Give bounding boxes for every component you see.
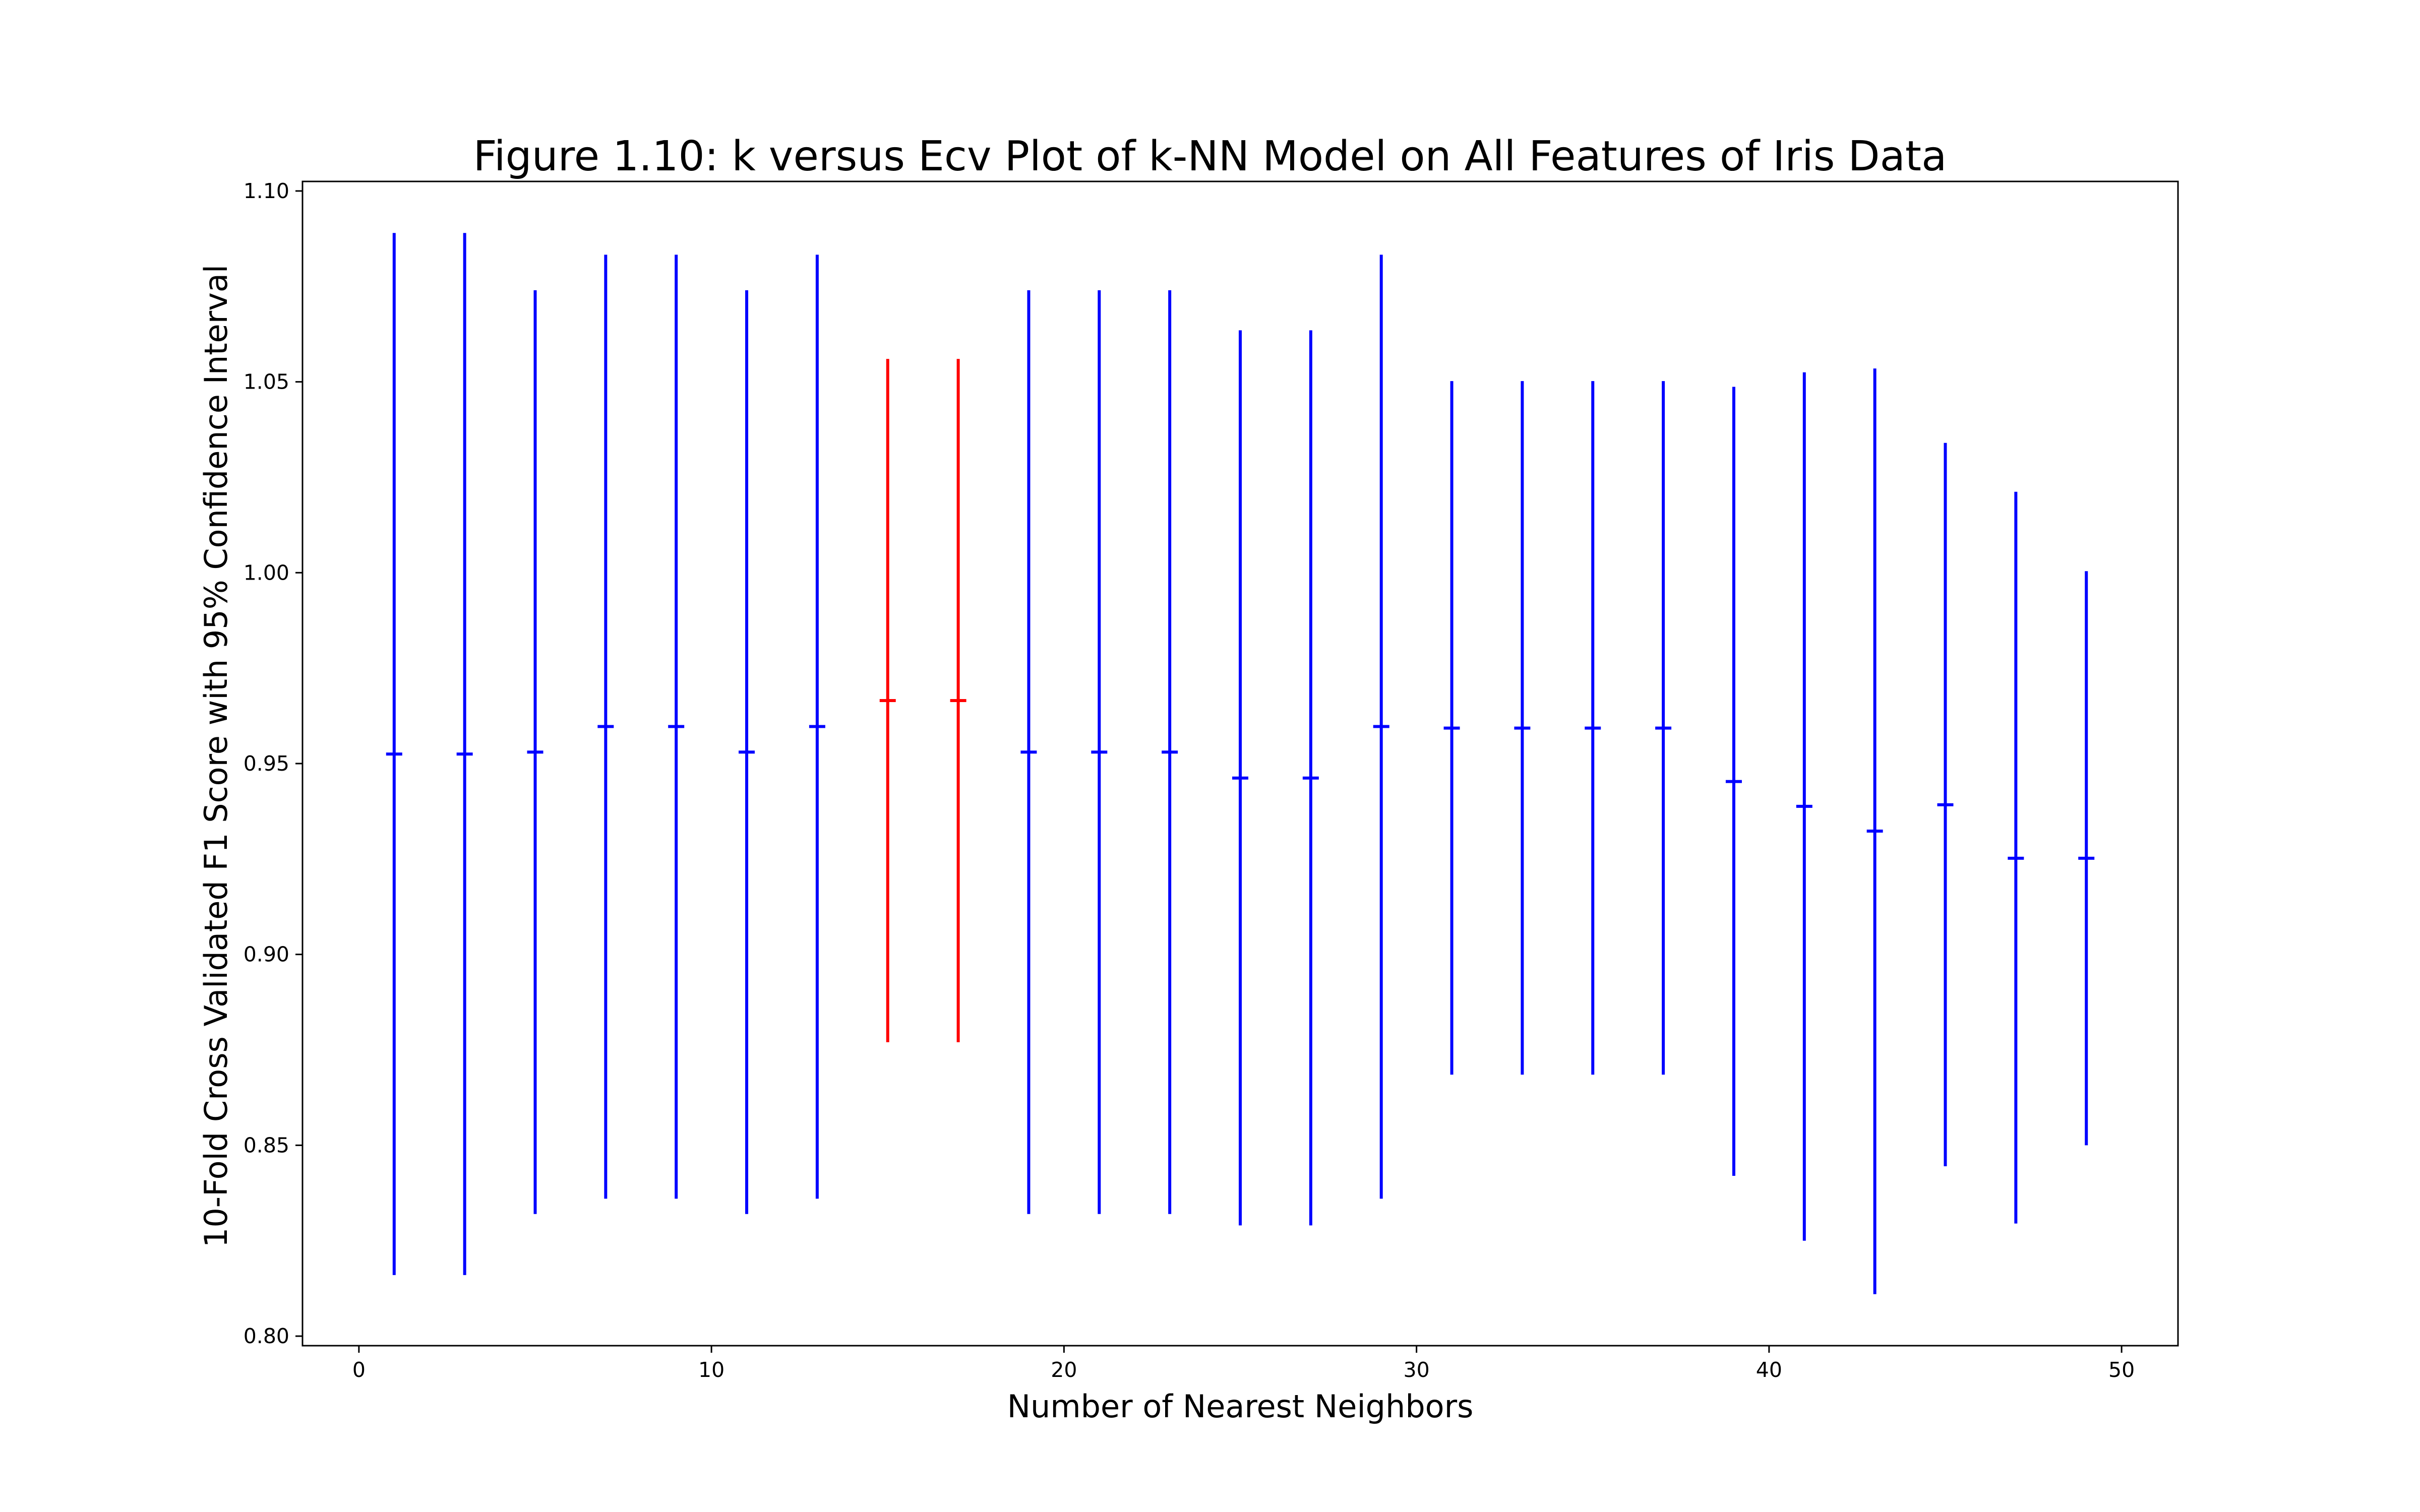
error-bar-k-17 (950, 359, 966, 1042)
error-bar-k-35 (1585, 381, 1601, 1075)
error-bar-k-9 (668, 255, 685, 1199)
error-bar-k-23 (1162, 290, 1178, 1214)
error-bar-k-13 (809, 255, 825, 1199)
error-bar-k-21 (1091, 290, 1108, 1214)
x-tick-label: 0 (352, 1358, 366, 1382)
x-axis: 0 10 20 30 40 50 (352, 1346, 2135, 1382)
x-axis-label: Number of Nearest Neighbors (1007, 1388, 1474, 1425)
y-tick-label: 0.90 (244, 942, 289, 967)
error-bar-k-49 (2078, 571, 2095, 1146)
error-bar-k-15 (879, 359, 896, 1042)
error-bar-k-19 (1020, 290, 1037, 1214)
y-axis: 0.80 0.85 0.90 0.95 1.00 1.05 1.10 (244, 179, 302, 1348)
error-bar-k-45 (1937, 443, 1954, 1167)
chart-title: Figure 1.10: k versus Ecv Plot of k-NN M… (473, 133, 1947, 180)
x-tick-label: 40 (1756, 1358, 1782, 1382)
x-tick-label: 30 (1404, 1358, 1430, 1382)
error-bar-k-1 (386, 233, 402, 1275)
x-tick-label: 10 (698, 1358, 724, 1382)
y-tick-label: 0.80 (244, 1324, 289, 1348)
y-tick-label: 0.95 (244, 751, 289, 776)
error-bar-k-25 (1232, 330, 1248, 1226)
error-bar-k-47 (2008, 491, 2024, 1224)
y-axis-label: 10-Fold Cross Validated F1 Score with 95… (198, 265, 234, 1247)
error-bar-k-33 (1514, 381, 1531, 1075)
x-tick-label: 50 (2108, 1358, 2135, 1382)
error-bar-k-31 (1443, 381, 1460, 1075)
error-bar-k-3 (456, 233, 473, 1275)
error-bar-k-37 (1655, 381, 1672, 1075)
error-bar-k-41 (1796, 372, 1812, 1241)
plot-marks (386, 233, 2095, 1294)
error-bar-k-29 (1373, 255, 1389, 1199)
error-bar-k-11 (739, 290, 755, 1214)
error-bar-k-43 (1866, 368, 1883, 1294)
error-bar-k-39 (1725, 387, 1742, 1176)
y-tick-label: 1.00 (244, 560, 289, 585)
error-bar-k-27 (1302, 330, 1319, 1226)
error-bar-k-7 (597, 255, 614, 1199)
x-tick-label: 20 (1051, 1358, 1077, 1382)
y-tick-label: 0.85 (244, 1133, 289, 1157)
y-tick-label: 1.05 (244, 370, 289, 394)
y-tick-label: 1.10 (244, 179, 289, 203)
error-bar-k-5 (527, 290, 543, 1214)
plot-frame (301, 180, 2179, 1347)
